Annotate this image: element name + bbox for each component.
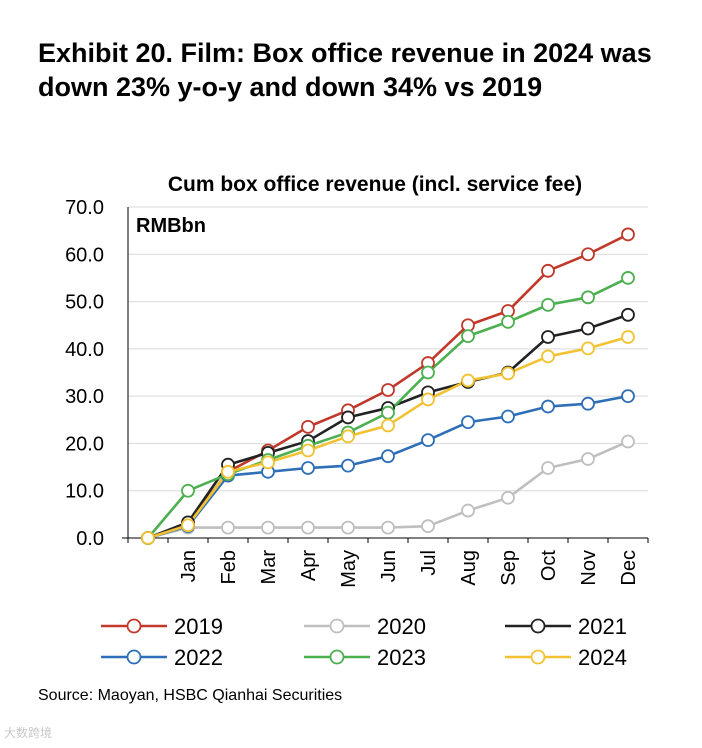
data-point-2021 [581, 321, 595, 336]
data-point-2024 [221, 464, 235, 479]
x-tick-label: Oct [538, 550, 560, 582]
x-tick-label: Feb [218, 550, 240, 584]
data-point-2024 [581, 341, 595, 356]
y-tick-label: 60.0 [65, 244, 104, 266]
data-point-2024 [181, 518, 195, 533]
data-point-2022 [421, 433, 435, 448]
legend-label-2021: 2021 [578, 614, 627, 639]
y-tick-label: 20.0 [65, 433, 104, 455]
x-tick-label: Aug [458, 550, 480, 586]
legend-marker-2024 [530, 649, 546, 665]
data-point-2020 [421, 519, 435, 534]
series-line-2024 [147, 335, 629, 540]
data-point-2024 [541, 349, 555, 364]
x-tick-label: Jun [378, 550, 400, 582]
data-point-2022 [301, 461, 315, 475]
data-point-2023 [421, 365, 435, 380]
data-point-2020 [341, 520, 355, 535]
legend-marker-2022 [126, 649, 142, 665]
x-tick-label: Sep [498, 550, 520, 586]
data-point-2023 [581, 290, 595, 305]
data-point-2020 [301, 520, 315, 535]
data-point-2019 [621, 227, 635, 242]
chart-unit-label: RMBbn [136, 215, 206, 237]
y-tick-label: 10.0 [65, 481, 104, 503]
data-point-2020 [261, 520, 275, 535]
x-tick-label: Apr [298, 550, 320, 581]
data-point-2023 [621, 271, 635, 285]
x-tick-label: Mar [258, 550, 280, 585]
legend-label-2022: 2022 [174, 645, 223, 670]
data-point-2022 [381, 449, 395, 464]
legend-marker-2020 [329, 618, 345, 634]
legend-marker-2021 [530, 618, 546, 634]
y-tick-label: 0.0 [76, 528, 104, 550]
y-tick-label: 30.0 [65, 386, 104, 408]
y-tick-label: 50.0 [65, 292, 104, 314]
exhibit-title: Exhibit 20. Film: Box office revenue in … [38, 38, 652, 102]
legend-label-2020: 2020 [377, 614, 426, 639]
data-point-2020 [501, 490, 515, 505]
legend-label-2024: 2024 [578, 645, 627, 670]
data-point-2024 [501, 366, 515, 381]
data-point-2020 [461, 503, 475, 518]
legend-marker-2023 [329, 649, 345, 665]
data-point-2020 [541, 461, 555, 475]
data-point-2021 [541, 330, 555, 344]
data-point-2024 [141, 531, 155, 545]
data-point-2024 [421, 392, 435, 407]
data-point-2022 [461, 415, 475, 430]
data-point-2024 [341, 429, 355, 444]
legend-label-2023: 2023 [377, 645, 426, 670]
chart-title: Cum box office revenue (incl. service fe… [168, 173, 582, 196]
data-point-2023 [501, 315, 515, 329]
data-point-2024 [261, 455, 275, 470]
data-point-2020 [621, 434, 635, 449]
x-tick-label: May [338, 550, 360, 588]
data-point-2019 [381, 383, 395, 397]
data-point-2022 [341, 458, 355, 473]
y-tick-label: 40.0 [65, 339, 104, 361]
data-point-2023 [541, 297, 555, 312]
data-point-2020 [581, 452, 595, 466]
x-tick-label: Jul [418, 550, 440, 576]
x-tick-label: Jan [178, 550, 200, 582]
data-point-2020 [381, 520, 395, 535]
data-point-2019 [581, 247, 595, 262]
watermark: 大数跨境 [4, 726, 53, 740]
data-point-2019 [541, 263, 555, 278]
data-point-2022 [621, 389, 635, 404]
data-point-2021 [341, 410, 355, 425]
y-tick-label: 70.0 [65, 197, 104, 219]
data-point-2024 [301, 443, 315, 458]
legend-marker-2019 [126, 618, 142, 634]
data-point-2023 [461, 329, 475, 343]
data-point-2024 [381, 418, 395, 433]
data-point-2024 [461, 373, 475, 388]
data-point-2022 [501, 409, 515, 424]
data-point-2023 [381, 405, 395, 420]
legend-label-2019: 2019 [174, 614, 223, 639]
data-point-2021 [621, 307, 635, 322]
source-note: Source: Maoyan, HSBC Qianhai Securities [38, 687, 343, 704]
data-point-2023 [181, 483, 195, 498]
data-point-2020 [221, 520, 235, 535]
data-point-2024 [621, 330, 635, 344]
data-point-2022 [581, 396, 595, 411]
x-tick-label: Dec [618, 550, 640, 586]
data-point-2019 [301, 419, 315, 434]
cumulative-box-office-chart: Cum box office revenue (incl. service fe… [65, 173, 649, 670]
x-tick-label: Nov [578, 550, 600, 586]
data-point-2022 [541, 399, 555, 414]
